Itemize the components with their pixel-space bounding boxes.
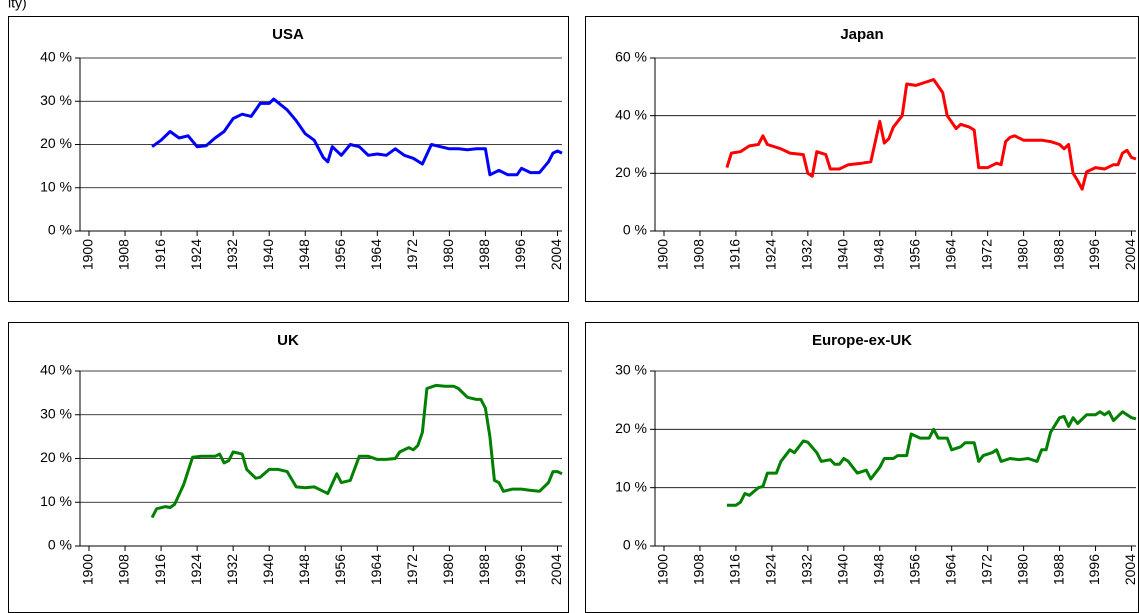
y-tick-label: 0 % bbox=[623, 537, 647, 553]
x-tick-label: 1988 bbox=[476, 554, 492, 585]
x-tick-label: 1908 bbox=[116, 554, 132, 585]
y-tick-label: 30 % bbox=[40, 92, 72, 108]
x-tick-label: 1980 bbox=[440, 239, 456, 270]
x-tick-label: 1948 bbox=[296, 239, 312, 270]
x-tick-label: 1996 bbox=[1086, 239, 1102, 270]
y-tick-label: 0 % bbox=[623, 222, 647, 238]
x-tick-label: 1932 bbox=[224, 554, 240, 585]
x-tick-label: 1900 bbox=[655, 239, 671, 270]
y-tick-label: 0 % bbox=[48, 222, 72, 238]
x-tick-label: 1924 bbox=[188, 554, 204, 585]
x-tick-label: 1932 bbox=[224, 239, 240, 270]
x-tick-label: 1900 bbox=[80, 239, 96, 270]
x-tick-label: 1940 bbox=[260, 239, 276, 270]
x-tick-label: 1964 bbox=[368, 554, 384, 585]
x-tick-label: 1940 bbox=[260, 554, 276, 585]
x-tick-label: 1900 bbox=[655, 554, 671, 585]
x-tick-label: 2004 bbox=[548, 554, 564, 585]
x-tick-label: 2004 bbox=[548, 239, 564, 270]
x-tick-label: 1996 bbox=[512, 239, 528, 270]
x-tick-label: 1972 bbox=[404, 554, 420, 585]
y-tick-label: 20 % bbox=[40, 449, 72, 465]
x-tick-label: 1964 bbox=[942, 554, 958, 585]
x-tick-label: 1948 bbox=[870, 554, 886, 585]
x-tick-label: 1900 bbox=[80, 554, 96, 585]
x-tick-label: 1948 bbox=[870, 239, 886, 270]
chart-title: Japan bbox=[840, 26, 883, 43]
chart-title: Europe-ex-UK bbox=[812, 332, 912, 349]
y-tick-label: 40 % bbox=[40, 362, 72, 378]
panel-frame bbox=[8, 16, 569, 302]
x-tick-label: 1972 bbox=[978, 554, 994, 585]
y-tick-label: 20 % bbox=[40, 135, 72, 151]
y-tick-label: 10 % bbox=[40, 178, 72, 194]
x-tick-label: 1932 bbox=[799, 239, 815, 270]
x-tick-label: 1956 bbox=[906, 554, 922, 585]
x-tick-label: 1932 bbox=[799, 554, 815, 585]
x-tick-label: 1956 bbox=[332, 239, 348, 270]
chart-title: UK bbox=[277, 332, 299, 349]
x-tick-label: 1908 bbox=[116, 239, 132, 270]
data-line bbox=[725, 78, 1137, 191]
x-tick-label: 1956 bbox=[906, 239, 922, 270]
y-tick-label: 0 % bbox=[48, 537, 72, 553]
x-tick-label: 1964 bbox=[942, 239, 958, 270]
y-tick-label: 40 % bbox=[615, 106, 647, 122]
data-line bbox=[151, 97, 563, 177]
x-tick-label: 1916 bbox=[727, 239, 743, 270]
y-tick-label: 10 % bbox=[40, 493, 72, 509]
x-tick-label: 1908 bbox=[691, 554, 707, 585]
y-tick-label: 40 % bbox=[40, 49, 72, 65]
x-tick-label: 1924 bbox=[763, 239, 779, 270]
x-tick-label: 1956 bbox=[332, 554, 348, 585]
x-tick-label: 1964 bbox=[368, 239, 384, 270]
x-tick-label: 1988 bbox=[1050, 239, 1066, 270]
x-tick-label: 1916 bbox=[727, 554, 743, 585]
x-tick-label: 1996 bbox=[1086, 554, 1102, 585]
y-tick-label: 20 % bbox=[615, 420, 647, 436]
data-line bbox=[726, 410, 1137, 507]
data-line bbox=[150, 383, 563, 519]
x-tick-label: 1924 bbox=[188, 239, 204, 270]
x-tick-label: 2004 bbox=[1122, 554, 1138, 585]
caption-fragment: ity) bbox=[8, 0, 27, 11]
x-tick-label: 1980 bbox=[1014, 554, 1030, 585]
x-tick-label: 1972 bbox=[978, 239, 994, 270]
x-tick-label: 1972 bbox=[404, 239, 420, 270]
x-tick-label: 1988 bbox=[1050, 554, 1066, 585]
x-tick-label: 1940 bbox=[835, 554, 851, 585]
x-tick-label: 1916 bbox=[152, 554, 168, 585]
y-tick-label: 20 % bbox=[615, 164, 647, 180]
x-tick-label: 1916 bbox=[152, 239, 168, 270]
y-tick-label: 30 % bbox=[615, 362, 647, 378]
x-tick-label: 1924 bbox=[763, 554, 779, 585]
x-tick-label: 2004 bbox=[1122, 239, 1138, 270]
x-tick-label: 1948 bbox=[296, 554, 312, 585]
x-tick-label: 1980 bbox=[1014, 239, 1030, 270]
x-tick-label: 1988 bbox=[476, 239, 492, 270]
chart-title: USA bbox=[272, 26, 304, 43]
y-tick-label: 30 % bbox=[40, 405, 72, 421]
x-tick-label: 1980 bbox=[440, 554, 456, 585]
x-tick-label: 1996 bbox=[512, 554, 528, 585]
x-tick-label: 1908 bbox=[691, 239, 707, 270]
x-tick-label: 1940 bbox=[835, 239, 851, 270]
y-tick-label: 10 % bbox=[615, 478, 647, 494]
y-tick-label: 60 % bbox=[615, 49, 647, 65]
